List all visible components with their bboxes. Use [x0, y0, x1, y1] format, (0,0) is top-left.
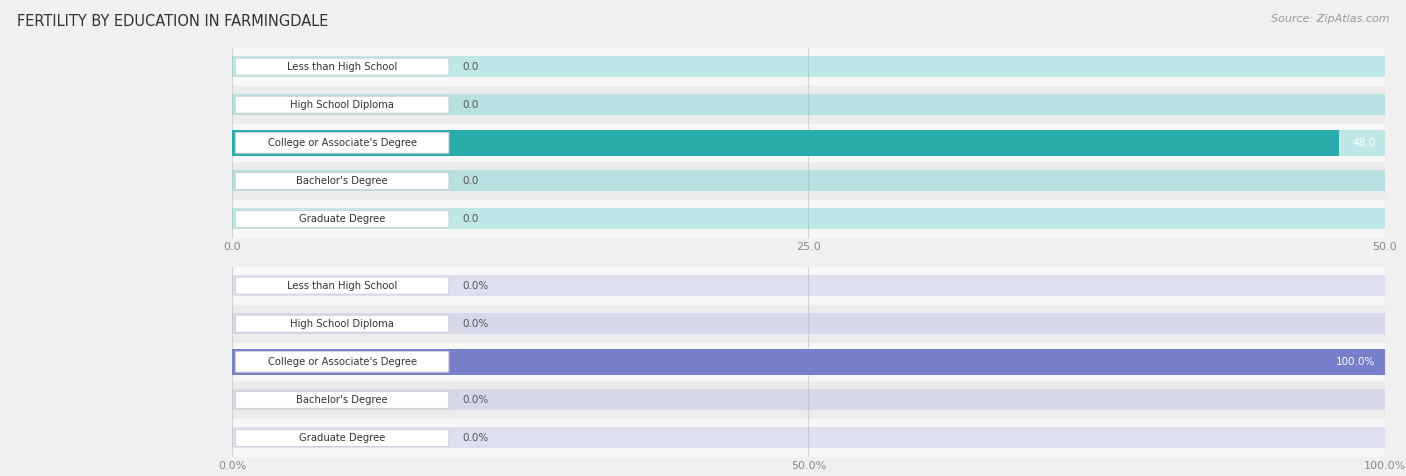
Text: High School Diploma: High School Diploma: [290, 318, 394, 329]
Bar: [232, 427, 1385, 448]
Text: Source: ZipAtlas.com: Source: ZipAtlas.com: [1271, 14, 1389, 24]
Text: College or Associate's Degree: College or Associate's Degree: [267, 357, 416, 367]
Bar: [232, 275, 1385, 296]
Bar: [232, 343, 1385, 381]
Text: Graduate Degree: Graduate Degree: [299, 433, 385, 443]
Bar: [232, 94, 1385, 115]
Bar: [232, 162, 1385, 200]
Text: 0.0: 0.0: [463, 214, 479, 224]
Bar: [232, 130, 1339, 156]
Text: 0.0%: 0.0%: [463, 280, 489, 291]
Text: FERTILITY BY EDUCATION IN FARMINGDALE: FERTILITY BY EDUCATION IN FARMINGDALE: [17, 14, 328, 30]
Text: 48.0: 48.0: [1353, 138, 1375, 148]
Text: Less than High School: Less than High School: [287, 61, 398, 72]
Bar: [232, 200, 1385, 238]
Text: 0.0: 0.0: [463, 176, 479, 186]
Bar: [232, 389, 1385, 410]
Text: 0.0: 0.0: [463, 99, 479, 110]
FancyBboxPatch shape: [235, 429, 449, 446]
Text: High School Diploma: High School Diploma: [290, 99, 394, 110]
Bar: [232, 419, 1385, 457]
Bar: [232, 208, 1385, 229]
Bar: [232, 48, 1385, 86]
Bar: [232, 313, 1385, 334]
FancyBboxPatch shape: [235, 351, 449, 372]
Bar: [232, 124, 1385, 162]
Text: Bachelor's Degree: Bachelor's Degree: [297, 176, 388, 186]
Text: 0.0%: 0.0%: [463, 395, 489, 405]
FancyBboxPatch shape: [235, 277, 449, 294]
Text: Graduate Degree: Graduate Degree: [299, 214, 385, 224]
Bar: [232, 349, 1385, 375]
Bar: [232, 56, 1385, 77]
Text: College or Associate's Degree: College or Associate's Degree: [267, 138, 416, 148]
Bar: [232, 381, 1385, 419]
Bar: [232, 267, 1385, 305]
Bar: [232, 170, 1385, 191]
Text: Bachelor's Degree: Bachelor's Degree: [297, 395, 388, 405]
Text: Less than High School: Less than High School: [287, 280, 398, 291]
FancyBboxPatch shape: [235, 315, 449, 332]
Bar: [232, 349, 1385, 375]
Text: 100.0%: 100.0%: [1336, 357, 1375, 367]
FancyBboxPatch shape: [235, 96, 449, 113]
FancyBboxPatch shape: [235, 58, 449, 75]
Text: 0.0%: 0.0%: [463, 433, 489, 443]
Text: 0.0: 0.0: [463, 61, 479, 72]
Bar: [232, 305, 1385, 343]
FancyBboxPatch shape: [235, 391, 449, 408]
FancyBboxPatch shape: [235, 132, 449, 153]
Bar: [232, 86, 1385, 124]
Bar: [232, 130, 1385, 156]
Text: 0.0%: 0.0%: [463, 318, 489, 329]
FancyBboxPatch shape: [235, 210, 449, 228]
FancyBboxPatch shape: [235, 172, 449, 189]
